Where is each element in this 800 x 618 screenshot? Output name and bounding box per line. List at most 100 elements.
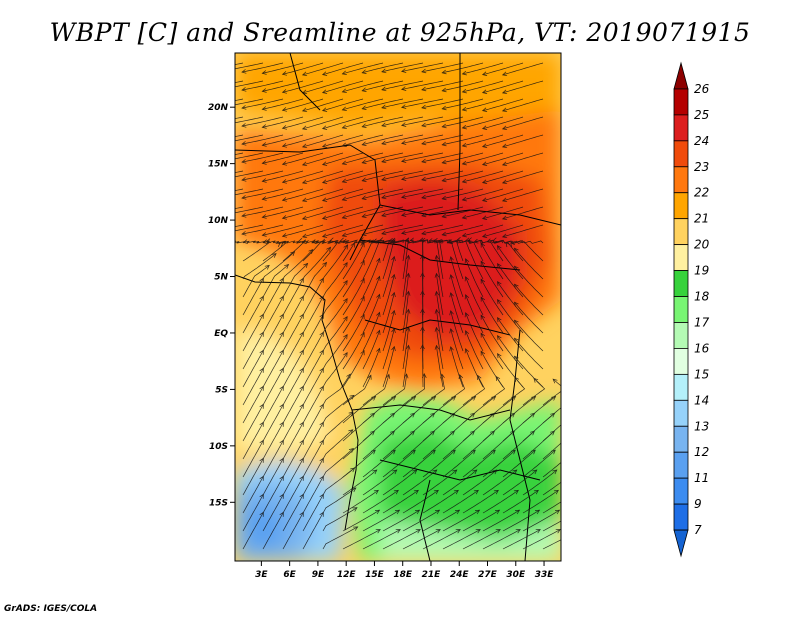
streamline-arrow	[301, 71, 308, 77]
streamline	[522, 529, 561, 550]
streamline	[462, 375, 486, 406]
streamlines	[202, 62, 581, 550]
streamline-arrow	[501, 197, 508, 203]
x-tick-label: 12E	[337, 570, 357, 580]
streamline	[342, 224, 384, 237]
border-line	[364, 319, 511, 336]
streamline-arrow	[281, 179, 287, 184]
streamline	[382, 529, 421, 550]
streamline	[242, 314, 264, 352]
streamline-arrow	[376, 257, 381, 263]
streamline-arrow	[533, 489, 539, 495]
streamline-arrow	[222, 123, 226, 127]
colorbar-label: 23	[694, 160, 709, 174]
streamline-arrow	[473, 238, 479, 244]
streamline-arrow	[341, 160, 347, 166]
streamline-arrow	[514, 355, 519, 361]
streamline	[241, 134, 284, 145]
streamline	[282, 458, 304, 496]
streamline	[362, 62, 404, 74]
streamline-arrow	[474, 509, 481, 515]
streamline-arrow	[278, 242, 284, 247]
streamline	[322, 262, 348, 298]
streamline	[462, 98, 504, 111]
streamline	[436, 345, 444, 388]
streamline	[402, 255, 409, 298]
streamline	[282, 188, 324, 201]
streamline	[465, 330, 484, 370]
streamline	[242, 296, 264, 334]
streamline	[362, 294, 380, 334]
streamline-arrow	[491, 396, 497, 401]
streamline-arrow	[341, 142, 347, 148]
streamline	[262, 422, 284, 460]
y-tick-label: 15S	[209, 498, 228, 508]
streamline	[302, 278, 324, 316]
streamline	[450, 346, 464, 388]
streamline	[362, 469, 398, 496]
streamline	[502, 449, 536, 478]
streamline-arrow	[381, 158, 387, 164]
streamline	[235, 98, 264, 106]
streamline	[465, 258, 484, 298]
streamline-arrow	[343, 262, 348, 268]
streamline	[402, 309, 409, 352]
streamline	[322, 334, 348, 370]
streamline-arrow	[202, 177, 206, 181]
streamline-arrow	[576, 530, 581, 534]
streamline-arrow	[481, 179, 488, 184]
streamline	[436, 273, 444, 316]
streamline-arrow	[390, 237, 397, 243]
streamline-arrow	[420, 326, 425, 332]
streamline	[465, 348, 484, 388]
streamline-arrow	[554, 509, 561, 515]
streamline	[542, 378, 561, 406]
streamline-arrow	[360, 295, 365, 302]
streamline	[354, 239, 385, 244]
streamline	[242, 332, 264, 370]
colorbar-top-triangle	[673, 61, 689, 90]
streamline	[462, 152, 504, 165]
streamline-arrow	[381, 86, 387, 92]
streamline-arrow	[441, 213, 447, 219]
streamline	[482, 224, 524, 238]
streamline-arrow	[480, 260, 486, 266]
streamline	[497, 317, 524, 352]
streamline-arrow	[301, 179, 308, 185]
streamline	[482, 152, 524, 166]
streamline-arrow	[501, 215, 508, 221]
streamline	[450, 274, 464, 316]
streamline-arrow	[222, 177, 226, 181]
streamline-arrow	[421, 230, 427, 236]
streamline-arrow	[361, 87, 367, 92]
streamline-arrow	[461, 214, 467, 220]
streamline-arrow	[434, 308, 440, 314]
streamline-arrow	[405, 290, 411, 296]
streamline	[302, 386, 324, 424]
streamline-arrow	[414, 509, 421, 515]
streamline	[322, 134, 364, 148]
streamline-arrow	[514, 337, 519, 343]
streamline-arrow	[361, 177, 367, 182]
border-line	[509, 329, 531, 561]
colorbar-label: 17	[694, 315, 710, 329]
streamline	[497, 263, 524, 298]
streamline-arrow	[388, 238, 394, 243]
streamline-arrow	[413, 489, 419, 495]
streamline	[402, 273, 409, 316]
streamline	[362, 396, 396, 424]
streamline	[262, 98, 304, 110]
streamline-arrow	[343, 298, 348, 304]
streamline	[342, 490, 379, 514]
streamline	[480, 297, 504, 334]
streamline	[362, 529, 401, 550]
streamline	[462, 449, 496, 478]
y-tick-label: 10S	[209, 442, 228, 452]
streamline	[282, 98, 324, 111]
streamline-arrow	[395, 529, 401, 534]
streamline	[241, 98, 284, 109]
streamline	[514, 319, 544, 352]
streamline	[362, 134, 404, 146]
streamline-arrow	[405, 344, 411, 350]
streamline-arrow	[551, 396, 557, 401]
